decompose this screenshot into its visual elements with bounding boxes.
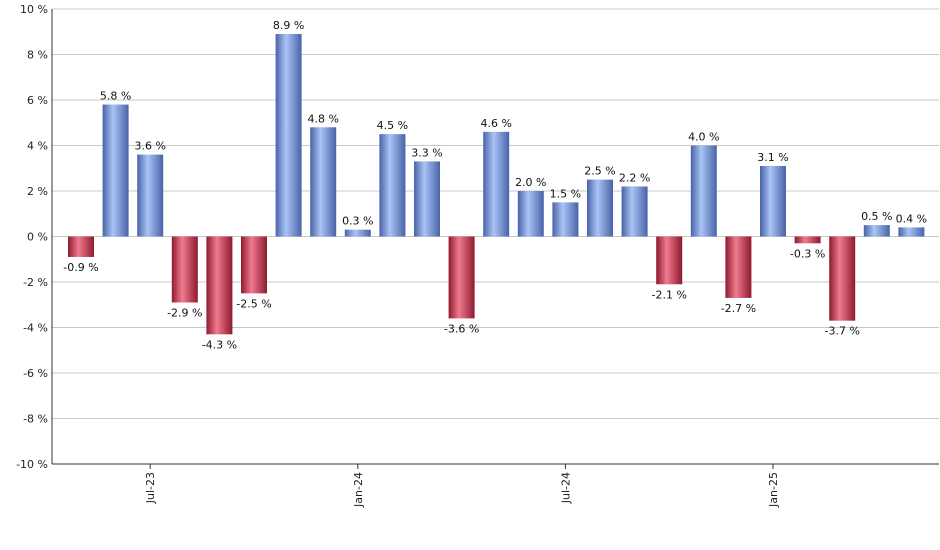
bar-positive xyxy=(275,34,302,237)
y-tick-label: 6 % xyxy=(27,94,48,107)
y-axis-tick-labels: 10 % 8 % 6 % 4 % 2 % 0 % -2 % -4 % -6 % -8 % -10 % xyxy=(16,3,48,471)
data-label: 4.8 % xyxy=(307,112,338,125)
y-tick-label: 2 % xyxy=(27,185,48,198)
data-label: -0.9 % xyxy=(63,261,98,274)
bar-positive xyxy=(587,179,613,237)
data-label: 1.5 % xyxy=(550,187,581,200)
bar-positive xyxy=(898,227,925,237)
bar-positive xyxy=(760,165,786,237)
bar-positive xyxy=(483,131,510,237)
data-label: 3.6 % xyxy=(134,140,165,153)
data-label: 8.9 % xyxy=(273,19,304,32)
data-label: 0.3 % xyxy=(342,215,373,228)
bar-positive xyxy=(552,202,579,237)
data-label: -4.3 % xyxy=(202,338,237,351)
bar-negative xyxy=(725,236,752,298)
bar-negative xyxy=(794,236,821,244)
y-tick-label: -2 % xyxy=(23,276,48,289)
data-label: 4.5 % xyxy=(377,119,408,132)
bar-negative xyxy=(171,236,198,303)
data-label: 4.6 % xyxy=(480,117,511,130)
y-tick-label: -8 % xyxy=(23,413,48,426)
bar-positive xyxy=(137,154,164,237)
axes xyxy=(51,9,939,469)
y-tick-label: 0 % xyxy=(27,231,48,244)
data-label: 3.3 % xyxy=(411,146,442,159)
data-label: -2.1 % xyxy=(651,288,686,301)
x-axis-tick-labels: Jul-23 Jan-24 Jul-24 Jan-25 xyxy=(144,472,780,508)
bar-negative xyxy=(206,236,233,335)
x-tick-label: Jul-23 xyxy=(144,472,157,504)
data-label: -3.7 % xyxy=(824,325,859,338)
bar-positive xyxy=(102,104,129,237)
data-label: 0.5 % xyxy=(861,210,892,223)
bar-negative xyxy=(448,236,475,319)
y-tick-label: 10 % xyxy=(20,3,48,16)
bar-negative xyxy=(829,236,856,321)
x-tick-label: Jan-24 xyxy=(352,472,365,508)
bar-positive xyxy=(517,191,544,237)
bar-negative xyxy=(656,236,683,285)
bar-positive xyxy=(863,225,890,237)
y-tick-label: -4 % xyxy=(23,322,48,335)
data-label: 2.2 % xyxy=(619,171,650,184)
data-label: -2.7 % xyxy=(721,302,756,315)
data-label: -2.5 % xyxy=(236,297,271,310)
bars xyxy=(68,34,925,335)
data-label: 4.0 % xyxy=(688,131,719,144)
bar-negative xyxy=(68,236,94,257)
data-label: -3.6 % xyxy=(444,322,479,335)
x-tick-label: Jan-25 xyxy=(767,472,780,508)
y-tick-label: 4 % xyxy=(27,140,48,153)
data-label: 2.5 % xyxy=(584,165,615,178)
data-label: -2.9 % xyxy=(167,306,202,319)
bar-positive xyxy=(344,229,371,237)
data-label: 5.8 % xyxy=(100,90,131,103)
y-tick-label: -10 % xyxy=(16,458,48,471)
data-label: -0.3 % xyxy=(790,247,825,260)
y-tick-label: -6 % xyxy=(23,367,48,380)
data-label: 2.0 % xyxy=(515,176,546,189)
bar-positive xyxy=(310,127,337,237)
bar-positive xyxy=(690,145,717,237)
data-labels: -0.9 % 5.8 % 3.6 % -2.9 % -4.3 % -2.5 % 8.9 % 4… xyxy=(63,19,927,351)
x-tick-label: Jul-24 xyxy=(559,472,572,504)
y-tick-label: 8 % xyxy=(27,49,48,62)
bar-positive xyxy=(621,186,648,237)
bar-positive xyxy=(414,161,440,237)
data-label: 3.1 % xyxy=(757,151,788,164)
bar-positive xyxy=(379,134,406,237)
data-label: 0.4 % xyxy=(896,212,927,225)
bar-negative xyxy=(241,236,267,294)
